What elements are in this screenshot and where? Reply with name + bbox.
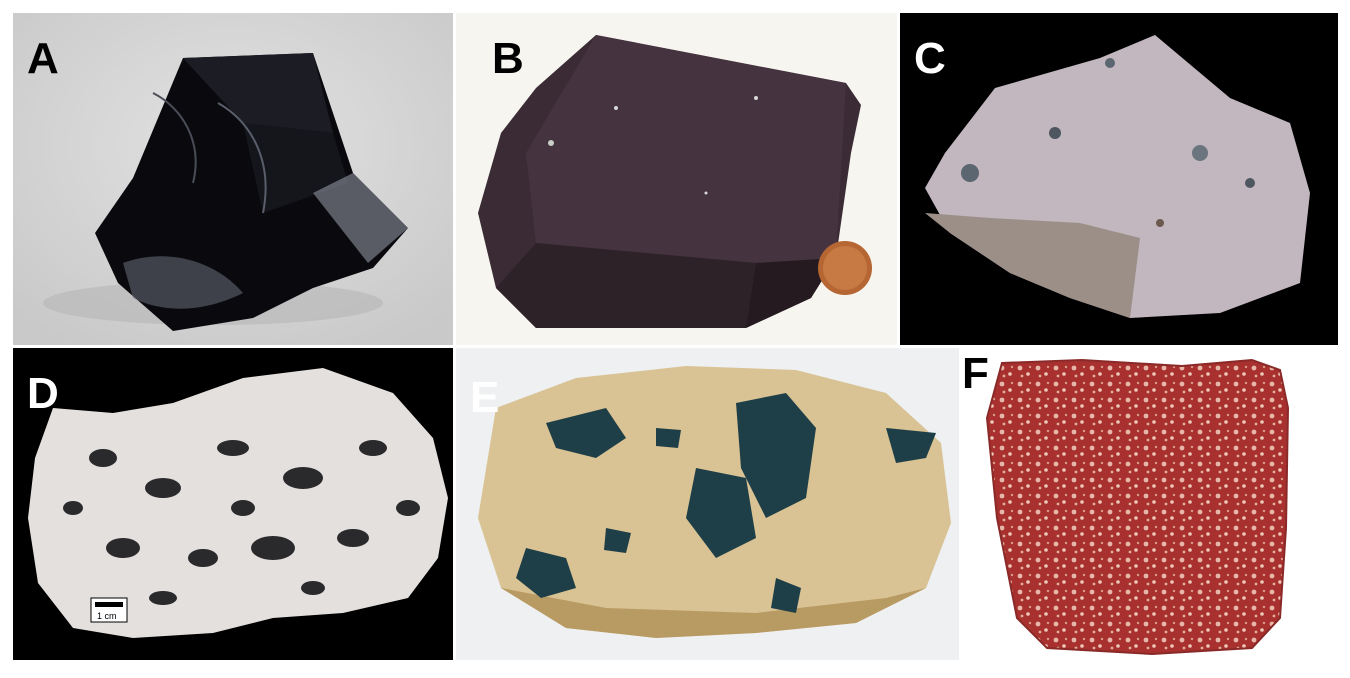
panel-label-d: D — [27, 369, 59, 418]
scale-bar-label: 1 cm — [97, 611, 117, 621]
pegmatite-photo — [456, 348, 959, 660]
panel-label-e: E — [470, 373, 500, 422]
tuff-photo — [900, 13, 1338, 345]
panel-label-f: F — [962, 349, 989, 398]
panel-c: C — [900, 13, 1338, 345]
obsidian-photo — [13, 13, 453, 345]
panel-label-c: C — [914, 34, 946, 83]
panel-b: B — [456, 13, 897, 345]
panel-f: F — [962, 348, 1338, 660]
panel-label-a: A — [27, 34, 59, 83]
panel-e: E — [456, 348, 959, 660]
panel-label-b: B — [492, 34, 524, 83]
panel-a: A — [13, 13, 453, 345]
porphyry-photo — [962, 348, 1338, 660]
panel-d: D 1 cm — [13, 348, 453, 660]
basalt-photo — [456, 13, 897, 345]
diorite-photo — [13, 348, 453, 660]
